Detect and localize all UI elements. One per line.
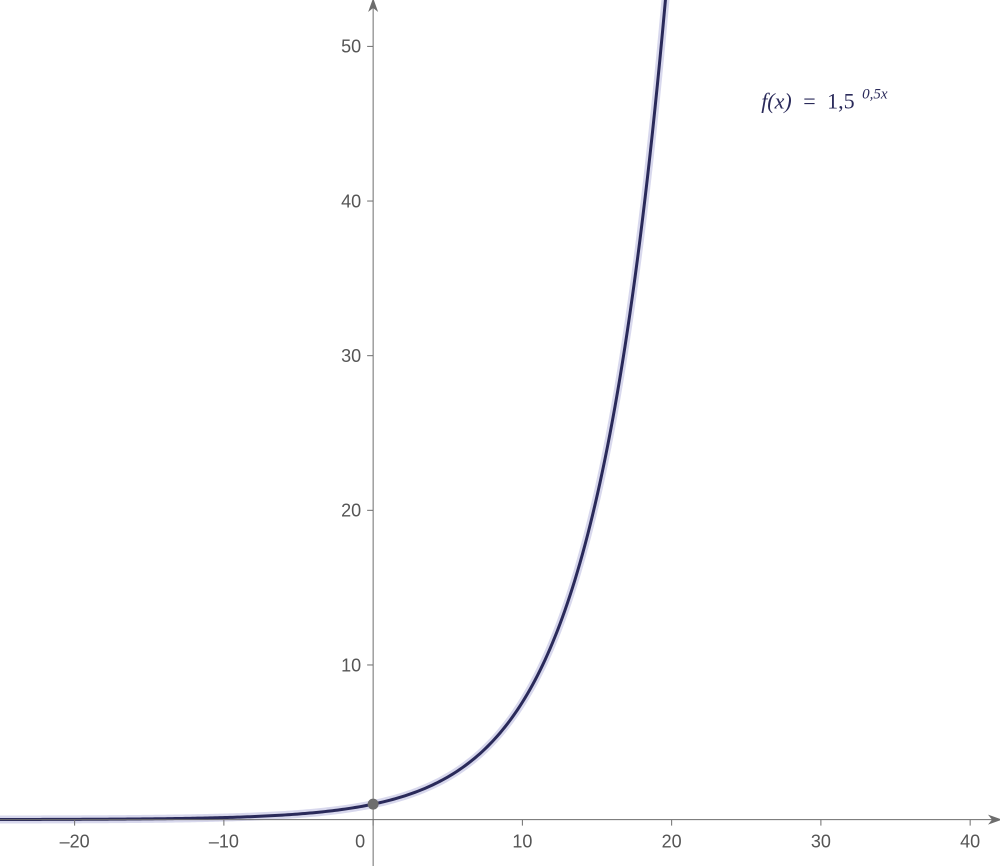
formula-base: 1,5	[827, 88, 855, 113]
y-tick-label: 10	[341, 655, 361, 675]
function-formula-label: f(x) = 1,5 0,5x	[761, 86, 888, 113]
function-curve-halo	[0, 0, 1000, 820]
x-tick-label: –20	[60, 832, 90, 852]
x-tick-label: 10	[512, 832, 532, 852]
x-tick-label: 40	[960, 832, 980, 852]
y-tick-label: 50	[341, 37, 361, 57]
formula-lhs: f(x)	[761, 88, 792, 113]
y-tick-label: 20	[341, 501, 361, 521]
formula-eq: =	[803, 88, 821, 113]
x-tick-label: –10	[209, 832, 239, 852]
formula-exponent: 0,5x	[862, 86, 888, 102]
x-tick-label: 20	[662, 832, 682, 852]
y-axis-ticks	[367, 46, 373, 665]
x-tick-label: 30	[811, 832, 831, 852]
y-tick-label: 40	[341, 191, 361, 211]
y-intercept-point	[368, 799, 378, 809]
function-curve	[0, 0, 1000, 820]
y-tick-label: 30	[341, 346, 361, 366]
exponential-chart: –20 –10 0 10 20 30 40 10 20 30 40 50 f(x…	[0, 0, 1000, 866]
x-tick-label: 0	[355, 832, 365, 852]
